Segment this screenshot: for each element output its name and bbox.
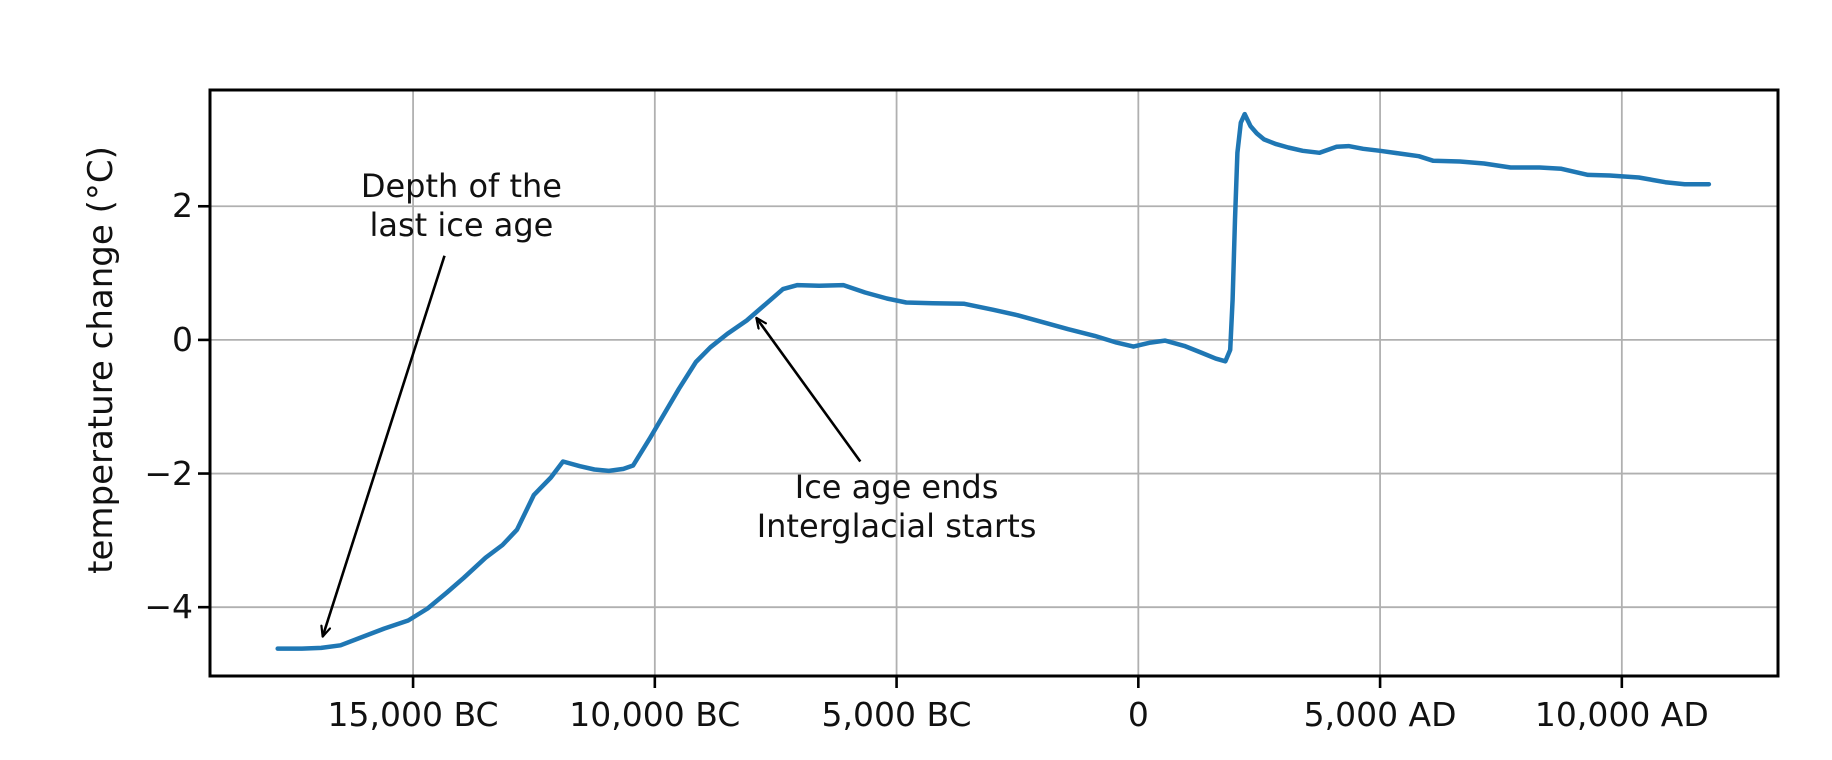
x-tick-label: 0	[1127, 695, 1149, 734]
axis-tick-marks	[198, 204, 1624, 688]
annotation-arrows	[323, 255, 862, 637]
x-tick-label: 5,000 BC	[821, 695, 972, 734]
y-tick-label: 0	[172, 319, 193, 359]
x-tick-label: 10,000 BC	[569, 695, 741, 734]
annotation-line: Ice age ends	[794, 467, 999, 506]
x-tick-label: 5,000 AD	[1303, 695, 1457, 734]
annotation-text-ice-age-ends: Ice age ends Interglacial starts	[757, 468, 1037, 546]
annotation-text-depth-of-last-ice-age: Depth of the last ice age	[361, 167, 562, 245]
grid-lines	[210, 90, 1778, 676]
x-tick-label: 15,000 BC	[327, 695, 499, 734]
arrow-ice-age-ends	[756, 318, 862, 463]
plot-border	[208, 88, 1780, 678]
y-tick-label: −4	[144, 587, 193, 627]
arrow-depth-of-last-ice-age	[323, 255, 446, 637]
temperature-line	[275, 111, 1712, 651]
x-tick-label: 10,000 AD	[1534, 695, 1709, 734]
y-tick-label: −2	[144, 453, 193, 493]
annotation-line: last ice age	[369, 206, 554, 245]
annotation-line: Depth of the	[360, 167, 562, 206]
annotation-line: Interglacial starts	[756, 506, 1037, 545]
y-tick-label: 2	[172, 186, 193, 226]
series-temperature-change	[275, 111, 1712, 651]
